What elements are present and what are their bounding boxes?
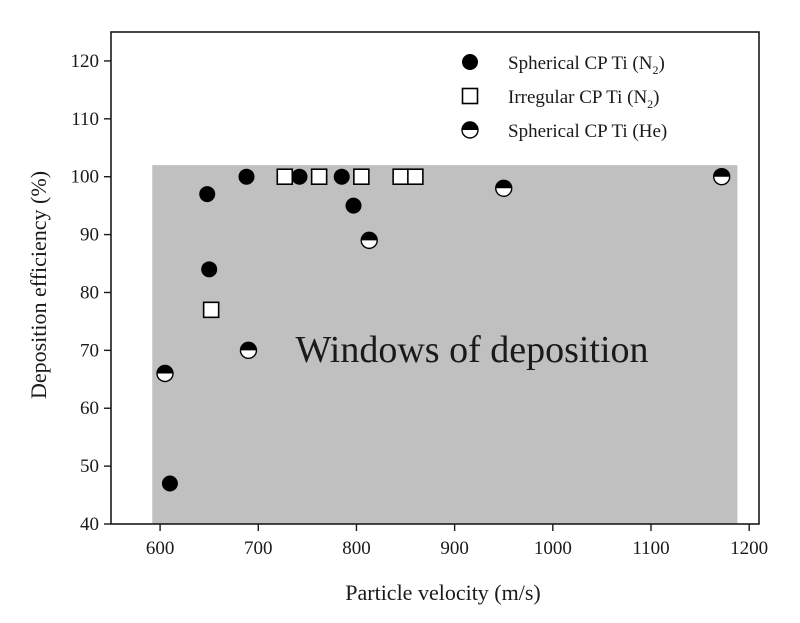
data-point [360, 231, 378, 250]
y-axis-title: Deposition efficiency (%) [26, 171, 51, 399]
x-axis-ticks: 600 700 800 900 1000 1100 1200 [146, 524, 768, 559]
legend-item-spherical-n2: Spherical CP Ti (N2) [462, 53, 665, 77]
y-tick-label: 70 [80, 340, 99, 361]
legend-marker-half-filled-circle [461, 121, 479, 139]
data-point [353, 168, 370, 186]
window-annotation: Windows of deposition [295, 329, 648, 371]
legend-label-spherical-he: Spherical CP Ti (He) [508, 121, 667, 142]
data-point [156, 364, 174, 383]
x-axis-title: Particle velocity (m/s) [345, 580, 541, 605]
x-tick-label: 800 [342, 538, 371, 559]
data-point [392, 168, 409, 186]
y-tick-label: 60 [80, 398, 99, 419]
data-points [156, 168, 731, 492]
legend-item-irregular-n2: Irregular CP Ti (N2) [461, 87, 660, 111]
data-point [712, 168, 731, 186]
y-tick-label: 80 [80, 282, 99, 303]
x-tick-label: 1200 [730, 538, 768, 559]
plot-frame [110, 31, 760, 525]
legend-label-spherical-n2: Spherical CP Ti (N2) [508, 53, 665, 77]
y-tick-label: 90 [80, 225, 99, 246]
y-tick-label: 110 [71, 109, 99, 130]
legend: Spherical CP Ti (N2) Irregular CP Ti (N2… [461, 53, 667, 142]
legend-item-spherical-he: Spherical CP Ti (He) [461, 121, 667, 142]
data-point [199, 186, 216, 203]
data-point [161, 475, 178, 492]
legend-marker-shape [461, 87, 479, 105]
data-point [239, 341, 258, 360]
data-point [276, 168, 294, 186]
data-point [495, 179, 513, 197]
y-tick-label: 40 [80, 514, 99, 535]
x-tick-label: 1100 [632, 538, 669, 559]
legend-marker-open-square [461, 87, 479, 105]
y-tick-label: 50 [80, 456, 99, 477]
y-axis-ticks: 40 50 60 70 80 90 100 110 120 [71, 51, 111, 535]
x-tick-label: 900 [440, 538, 469, 559]
x-tick-label: 700 [244, 538, 273, 559]
data-point [202, 301, 220, 319]
data-point [201, 261, 218, 278]
data-point [345, 197, 362, 214]
data-point [238, 168, 255, 185]
y-tick-label: 100 [71, 167, 100, 188]
data-point [291, 168, 308, 185]
legend-marker-shape [461, 121, 479, 139]
data-point [407, 168, 424, 186]
data-point [333, 168, 350, 185]
x-tick-label: 600 [146, 538, 175, 559]
legend-label-irregular-n2: Irregular CP Ti (N2) [508, 87, 660, 111]
legend-marker-shape [462, 54, 478, 70]
y-tick-label: 120 [71, 51, 100, 72]
data-point [310, 168, 328, 186]
x-tick-label: 1000 [534, 538, 572, 559]
legend-marker-filled-circle [462, 54, 478, 70]
